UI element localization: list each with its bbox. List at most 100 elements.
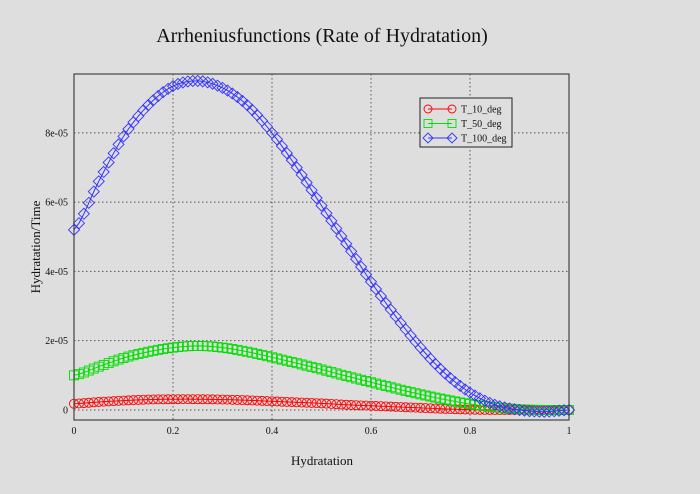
y-tick-label: 0 [63, 405, 68, 416]
data-point [108, 356, 119, 367]
data-point [97, 165, 110, 179]
data-point [123, 395, 134, 406]
data-point [168, 394, 178, 405]
data-point [315, 199, 328, 212]
legend-marker [423, 119, 433, 128]
data-point [325, 214, 338, 227]
data-point [351, 400, 362, 411]
data-point [359, 268, 373, 281]
x-tick-label: 0.2 [167, 426, 180, 437]
data-point [153, 394, 164, 405]
data-point [107, 147, 120, 160]
data-point [375, 401, 386, 412]
data-point [425, 391, 436, 402]
data-point [186, 74, 199, 88]
data-point [364, 275, 378, 288]
data-point [528, 405, 541, 418]
legend-marker [446, 132, 458, 144]
data-point [300, 176, 313, 189]
data-point [182, 394, 193, 405]
data-point [321, 398, 332, 409]
data-point [257, 395, 268, 406]
series-line [73, 345, 570, 411]
data-point [508, 403, 521, 416]
data-point [341, 399, 352, 410]
data-point [207, 394, 218, 405]
data-point [310, 191, 323, 205]
data-point [247, 395, 258, 406]
data-point [405, 402, 416, 413]
data-point [202, 341, 213, 352]
data-point [142, 99, 155, 112]
data-point [103, 396, 114, 407]
legend-marker [423, 104, 433, 114]
x-tick-label: 0.6 [365, 426, 378, 437]
x-tick-label: 0 [72, 426, 77, 437]
data-point [262, 351, 272, 362]
data-point [83, 397, 94, 408]
data-point [440, 394, 451, 405]
data-point [385, 401, 396, 412]
legend-marker [447, 104, 457, 114]
y-tick-label: 4e-05 [45, 267, 68, 278]
data-point [400, 385, 411, 396]
data-point [272, 396, 282, 407]
y-tick-label: 8e-05 [45, 128, 68, 139]
data-point [212, 394, 223, 405]
data-point [498, 401, 511, 414]
data-point [341, 371, 352, 381]
data-point [176, 76, 190, 89]
data-point [395, 402, 406, 412]
data-point [296, 397, 307, 408]
data-point [117, 130, 130, 143]
data-point [177, 394, 188, 405]
data-point [354, 260, 368, 273]
data-point [369, 282, 383, 296]
data-point [335, 229, 348, 243]
data-point [533, 405, 546, 418]
data-point [557, 404, 571, 417]
data-point [285, 154, 298, 167]
x-tick-label: 1 [567, 426, 572, 437]
plot-frame [73, 73, 570, 421]
data-point [281, 396, 292, 407]
data-point [147, 94, 160, 107]
data-point [143, 394, 154, 405]
data-point [503, 402, 516, 415]
data-point [138, 394, 149, 405]
data-point [380, 401, 391, 412]
data-point [133, 394, 144, 405]
data-point [191, 74, 204, 88]
legend-box [419, 97, 513, 148]
data-point [108, 396, 119, 407]
data-point [226, 87, 239, 100]
data-point [345, 245, 358, 258]
series-line [73, 80, 570, 413]
data-point [539, 405, 550, 415]
data-point [280, 146, 293, 160]
tick-labels: 0 0.2 0.4 0.6 0.8 1 0 2e-05 4e-05 6e-05 8e-05 [45, 128, 571, 437]
data-point [523, 404, 536, 418]
data-point [156, 86, 170, 99]
data-point [192, 394, 203, 405]
data-point [450, 396, 461, 407]
data-point [371, 401, 381, 411]
data-point [197, 394, 208, 405]
data-point [102, 156, 115, 169]
data-point [420, 403, 431, 414]
data-point [291, 358, 302, 369]
data-point [366, 400, 376, 411]
data-point [171, 77, 185, 91]
data-point [356, 400, 367, 411]
data-point [435, 403, 446, 414]
data-point [148, 394, 159, 405]
data-point [493, 400, 506, 413]
series-line [73, 398, 569, 411]
data-point [311, 363, 322, 374]
legend-marker [447, 119, 457, 128]
data-point [87, 185, 100, 198]
data-point [290, 161, 303, 174]
data-point [152, 89, 165, 103]
data-point [286, 397, 297, 408]
